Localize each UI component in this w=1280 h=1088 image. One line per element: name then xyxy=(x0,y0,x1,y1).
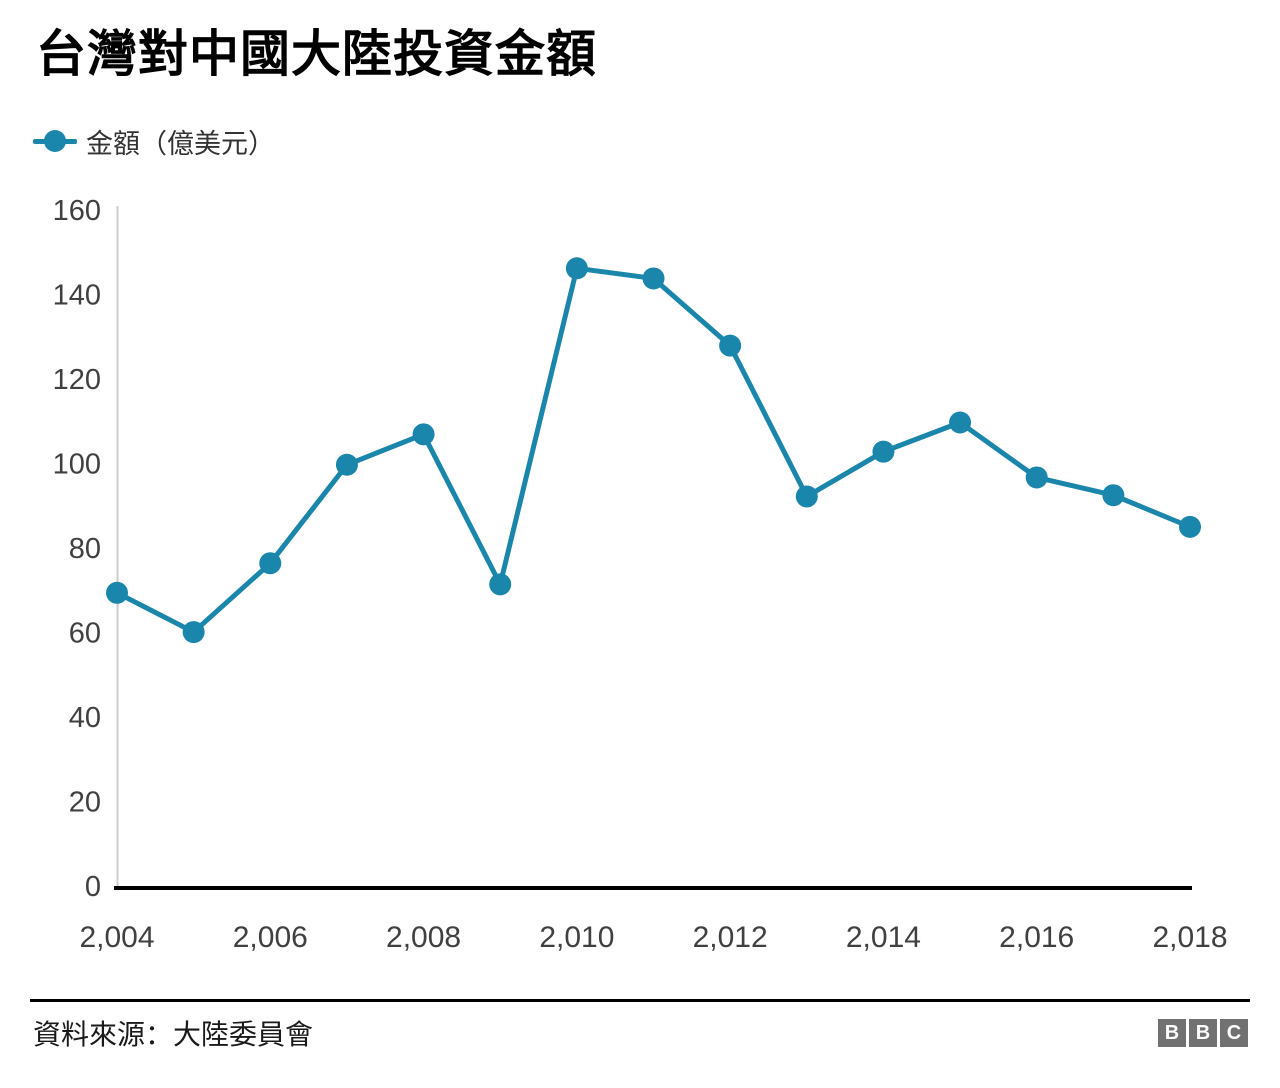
y-tick-label: 0 xyxy=(85,871,101,903)
legend-dot-icon xyxy=(44,130,66,152)
data-point xyxy=(872,440,895,463)
y-tick-label: 120 xyxy=(53,364,101,396)
x-tick-label: 2,004 xyxy=(79,921,154,954)
y-tick-label: 20 xyxy=(69,787,101,819)
x-tick-label: 2,008 xyxy=(386,921,461,954)
data-point xyxy=(412,423,435,446)
bbc-logo-letter: C xyxy=(1220,1019,1248,1047)
legend: 金額（億美元） xyxy=(33,124,275,159)
data-point xyxy=(182,621,205,644)
chart-title: 台灣對中國大陸投資金額 xyxy=(36,26,597,82)
data-point xyxy=(719,334,742,357)
x-tick-label: 2,014 xyxy=(846,921,921,954)
x-tick-label: 2,010 xyxy=(539,921,614,954)
x-tick-label: 2,006 xyxy=(233,921,308,954)
legend-label: 金額（億美元） xyxy=(86,128,275,159)
bbc-logo-letter: B xyxy=(1189,1019,1217,1047)
data-point xyxy=(489,573,512,596)
data-point xyxy=(642,267,665,290)
x-tick-label: 2,012 xyxy=(693,921,768,954)
y-tick-label: 100 xyxy=(53,449,101,481)
data-point xyxy=(1025,466,1048,489)
data-point xyxy=(949,411,972,434)
data-point xyxy=(565,257,588,280)
data-point xyxy=(1179,515,1201,538)
bbc-logo: B B C xyxy=(1158,1019,1248,1047)
line-chart: 0 20 40 60 80 100 120 140 160 2,004 2,006 2,008 2,01… xyxy=(53,195,1228,954)
data-line xyxy=(114,265,1193,635)
y-tick-label: 40 xyxy=(69,702,101,734)
y-tick-label: 160 xyxy=(53,195,101,227)
data-point xyxy=(259,552,282,575)
y-tick-label: 140 xyxy=(53,280,101,312)
data-point xyxy=(106,581,128,604)
x-tick-label: 2,018 xyxy=(1152,921,1227,954)
data-point xyxy=(1102,484,1125,507)
source-text: 資料來源：大陸委員會 xyxy=(33,1020,314,1051)
bbc-logo-letter: B xyxy=(1158,1019,1186,1047)
y-tick-label: 60 xyxy=(69,618,101,650)
legend-line-marker-icon xyxy=(33,124,77,158)
footer-divider xyxy=(30,999,1250,1002)
y-tick-label: 80 xyxy=(69,533,101,565)
x-tick-label: 2,016 xyxy=(999,921,1074,954)
data-point xyxy=(335,453,358,476)
data-point xyxy=(795,485,818,508)
